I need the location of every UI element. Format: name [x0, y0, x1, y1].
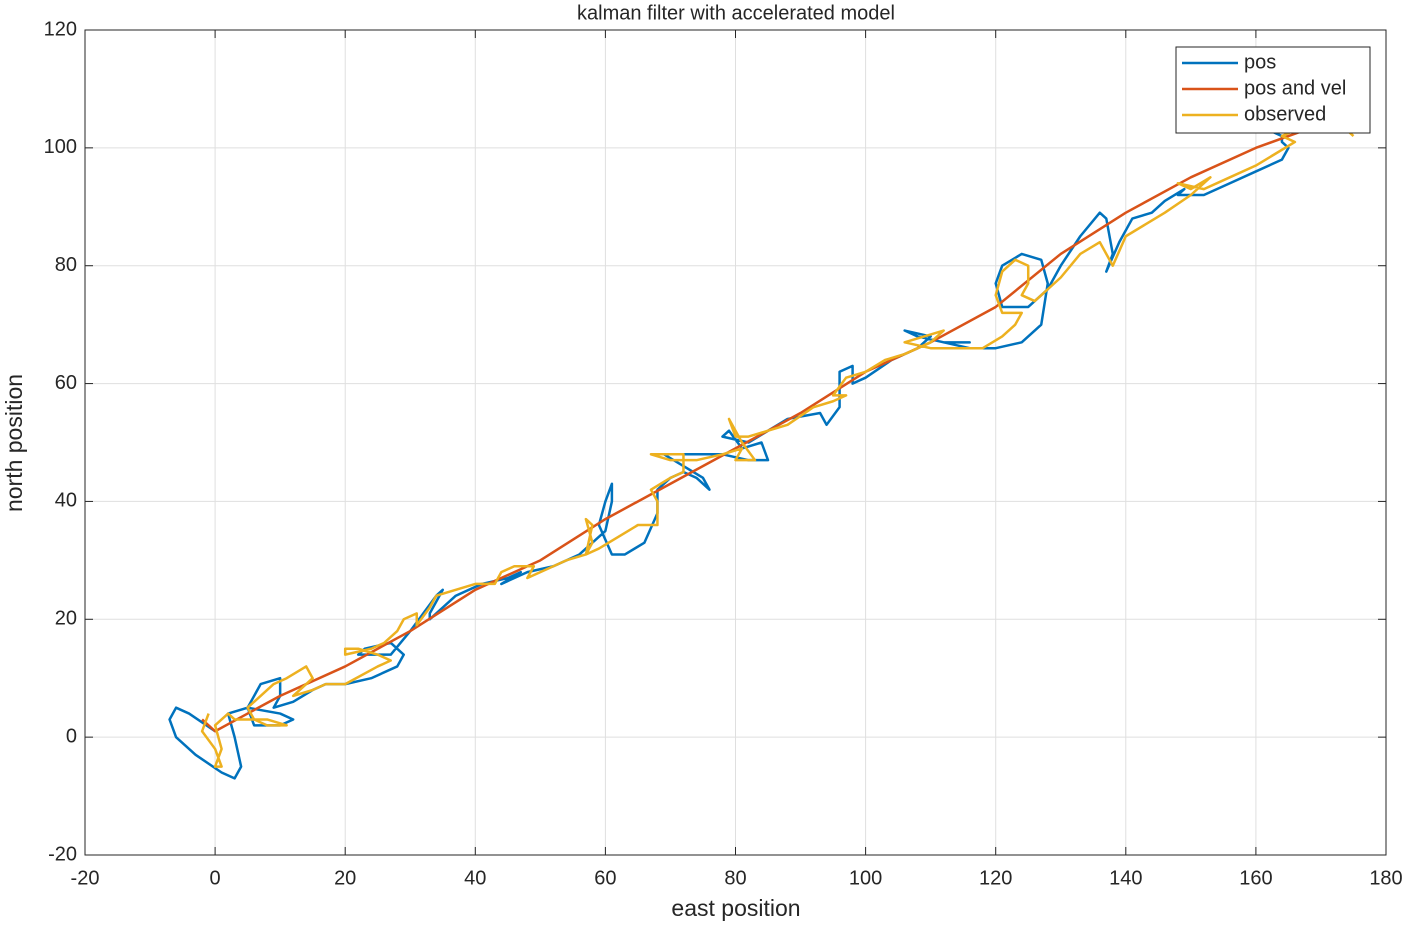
y-tick-label: 80: [55, 254, 77, 276]
series-line: [200, 123, 1355, 768]
x-tick-label: 20: [334, 867, 356, 889]
legend-label: pos: [1244, 51, 1276, 73]
y-tick-label: 60: [55, 372, 77, 394]
x-tick-label: 180: [1369, 867, 1402, 889]
y-axis-label: north position: [1, 374, 27, 512]
chart-title: kalman filter with accelerated model: [577, 2, 895, 24]
series-line: [201, 123, 1322, 733]
y-tick-label: 40: [55, 490, 77, 512]
x-tick-label: 60: [594, 867, 616, 889]
x-tick-label: 0: [210, 867, 221, 889]
y-tick-label: 120: [44, 18, 77, 40]
x-tick-label: 120: [979, 867, 1012, 889]
legend-label: pos and vel: [1244, 77, 1346, 99]
x-tick-label: -20: [71, 867, 100, 889]
series-line: [168, 111, 1348, 780]
y-tick-label: 100: [44, 136, 77, 158]
y-tick-label: 0: [66, 725, 77, 747]
y-tick-label: 20: [55, 608, 77, 630]
x-axis-label: east position: [671, 895, 800, 921]
x-tick-label: 160: [1239, 867, 1272, 889]
legend-label: observed: [1244, 103, 1326, 125]
x-tick-label: 140: [1109, 867, 1142, 889]
plot-frame: [84, 29, 1387, 856]
x-tick-label: 40: [464, 867, 486, 889]
y-tick-label: -20: [48, 843, 77, 865]
x-tick-label: 80: [724, 867, 746, 889]
x-tick-label: 100: [849, 867, 882, 889]
